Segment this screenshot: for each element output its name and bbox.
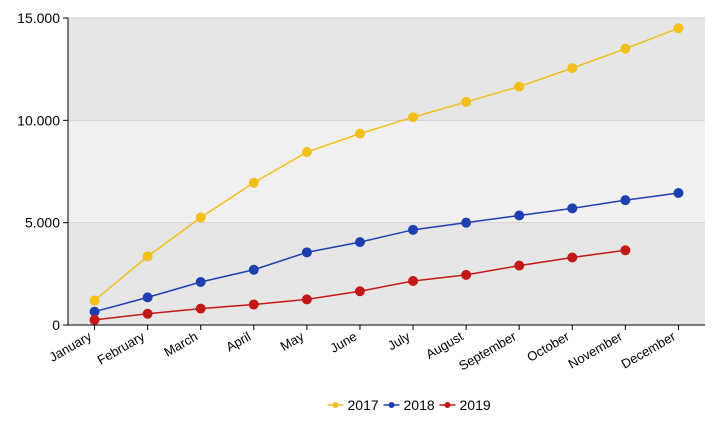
data-point-2017 — [301, 147, 312, 158]
data-point-2019 — [89, 314, 100, 325]
data-point-2019 — [142, 308, 153, 319]
data-point-2017 — [567, 63, 578, 74]
series-line-2017 — [94, 27, 679, 302]
legend-swatch-marker — [332, 402, 339, 408]
legend-item-2017[interactable]: 2017 — [327, 397, 379, 413]
data-point-2019 — [408, 275, 419, 286]
x-tick-label: August — [423, 328, 466, 361]
data-point-2017 — [195, 212, 206, 223]
data-point-2017 — [461, 96, 472, 107]
legend-item-2018[interactable]: 2018 — [383, 397, 435, 413]
x-tick-label: April — [223, 329, 253, 355]
data-point-2019 — [301, 294, 312, 305]
legend-label: 2017 — [348, 397, 379, 413]
data-point-2018 — [248, 264, 259, 275]
data-point-2018 — [301, 247, 312, 258]
legend-label: 2018 — [404, 397, 435, 413]
series-line-2018 — [94, 192, 679, 313]
data-point-2017 — [673, 23, 684, 34]
data-point-2018 — [195, 277, 206, 288]
plot-band — [68, 120, 705, 223]
data-point-2018 — [514, 210, 525, 221]
data-point-2018 — [461, 217, 472, 228]
data-point-2017 — [248, 177, 259, 188]
x-tick-label: March — [161, 329, 200, 360]
x-tick-label: February — [95, 328, 148, 367]
y-tick-label: 10.000 — [17, 112, 60, 128]
data-point-2017 — [142, 251, 153, 262]
data-point-2018 — [567, 203, 578, 214]
legend-swatch-marker — [388, 402, 395, 408]
data-point-2018 — [620, 195, 631, 206]
data-point-2018 — [408, 224, 419, 235]
data-point-2017 — [408, 112, 419, 123]
data-point-2019 — [461, 269, 472, 280]
x-tick-label: December — [619, 328, 679, 371]
data-point-2018 — [142, 292, 153, 303]
data-point-2019 — [514, 260, 525, 271]
data-point-2019 — [195, 303, 206, 314]
data-point-2017 — [354, 128, 365, 139]
legend-swatch-marker — [444, 402, 451, 408]
data-point-2018 — [673, 187, 684, 198]
plot-band — [68, 18, 705, 121]
x-tick-label: May — [278, 328, 307, 354]
data-point-2017 — [89, 295, 100, 306]
data-point-2019 — [620, 245, 631, 256]
legend-item-2019[interactable]: 2019 — [439, 397, 491, 413]
data-point-2019 — [567, 252, 578, 263]
y-tick-label: 5.000 — [25, 215, 60, 231]
plot-band — [68, 222, 705, 325]
data-point-2017 — [620, 43, 631, 54]
data-point-2017 — [514, 81, 525, 92]
x-tick-label: June — [328, 329, 360, 356]
data-point-2019 — [248, 299, 259, 310]
data-point-2018 — [89, 306, 100, 317]
data-point-2018 — [354, 237, 365, 248]
x-tick-label: July — [385, 328, 413, 353]
y-tick-label: 0 — [52, 317, 60, 333]
legend-label: 2019 — [460, 397, 491, 413]
data-point-2019 — [354, 286, 365, 297]
x-tick-label: January — [46, 328, 94, 364]
y-tick-label: 15.000 — [17, 10, 60, 26]
x-tick-label: September — [456, 328, 519, 373]
x-tick-label: November — [565, 328, 625, 371]
